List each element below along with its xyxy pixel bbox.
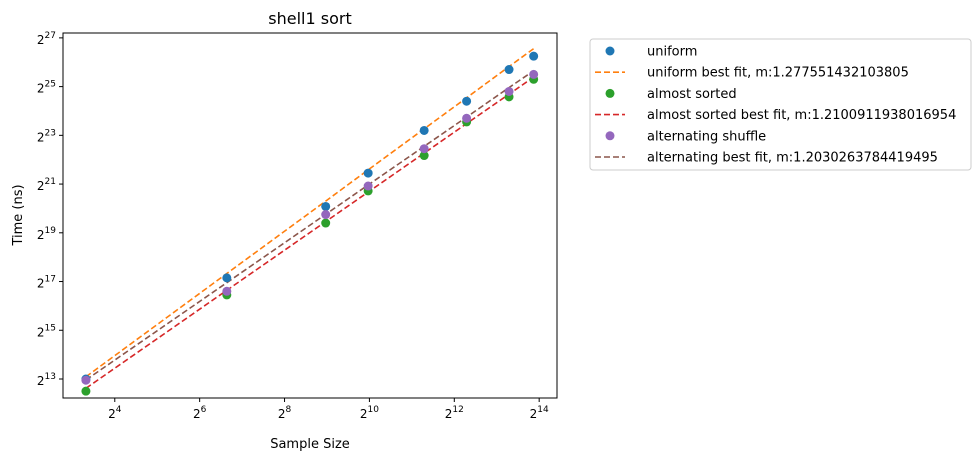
data-point-alternating (462, 113, 472, 123)
y-tick-exponent: 17 (45, 275, 56, 285)
legend-label: uniform (647, 45, 697, 60)
y-tick-exponent: 15 (45, 323, 56, 333)
data-point-alternating (363, 181, 373, 191)
data-point-uniform (363, 168, 373, 178)
x-tick-exponent: 14 (537, 405, 549, 415)
x-tick-base: 2 (360, 407, 368, 421)
data-point-alternating (504, 86, 514, 96)
y-tick-base: 2 (37, 277, 45, 291)
x-tick-label: 214 (530, 405, 549, 421)
y-tick-base: 2 (37, 130, 45, 144)
y-tick-label: 227 (37, 31, 56, 47)
y-tick-base: 2 (37, 82, 45, 96)
y-tick-label: 221 (37, 177, 56, 193)
x-tick-exponent: 6 (201, 405, 207, 415)
data-point-uniform (321, 201, 331, 211)
data-point-uniform (419, 125, 429, 135)
x-axis-label: Sample Size (270, 437, 350, 452)
y-tick-label: 215 (37, 323, 56, 339)
legend-box (589, 38, 972, 171)
y-tick-exponent: 27 (45, 31, 56, 41)
y-tick-label: 225 (37, 80, 56, 96)
data-point-uniform (462, 96, 472, 106)
data-point-alternating (529, 69, 539, 79)
y-tick-exponent: 19 (45, 226, 57, 236)
x-tick-exponent: 4 (116, 405, 122, 415)
data-point-alternating (321, 210, 331, 220)
y-tick-base: 2 (37, 228, 45, 242)
y-tick-exponent: 21 (45, 177, 56, 187)
y-tick-label: 219 (37, 226, 56, 242)
y-tick-base: 2 (37, 179, 45, 193)
y-tick-label: 217 (37, 275, 56, 291)
x-tick-base: 2 (193, 407, 201, 421)
y-tick-base: 2 (37, 374, 45, 388)
legend-label: uniform best fit, m:1.277551432103805 (647, 66, 909, 81)
legend-label: alternating shuffle (647, 129, 766, 144)
x-tick-exponent: 8 (285, 405, 291, 415)
plot-frame (62, 32, 558, 399)
y-tick-base: 2 (37, 325, 45, 339)
data-point-almost (419, 151, 429, 161)
y-axis-label: Time (ns) (11, 184, 26, 246)
y-tick-label: 223 (37, 128, 56, 144)
x-tick-base: 2 (530, 407, 538, 421)
legend-dot-marker (605, 46, 615, 56)
data-point-uniform (529, 51, 539, 61)
legend-label: almost sorted (647, 87, 737, 102)
data-points (81, 51, 539, 396)
legend: uniform uniform best fit, m:1.27755143210… (589, 38, 972, 171)
data-point-uniform (222, 273, 232, 283)
legend-dot-marker (605, 131, 615, 141)
y-tick-label: 213 (37, 372, 56, 388)
chart-title: shell1 sort (268, 9, 351, 28)
x-tick-label: 212 (445, 405, 464, 421)
y-tick-base: 2 (37, 33, 45, 47)
fit-line-almost (85, 76, 535, 389)
data-point-alternating (419, 144, 429, 154)
data-point-uniform (504, 65, 514, 75)
x-tick-label: 26 (193, 405, 207, 421)
x-tick-base: 2 (278, 407, 286, 421)
data-point-almost (321, 218, 331, 228)
x-tick-exponent: 10 (368, 405, 380, 415)
y-tick-exponent: 13 (45, 372, 56, 382)
legend-label: almost sorted best fit, m:1.210091193801… (647, 108, 956, 123)
data-point-almost (81, 386, 91, 396)
data-point-alternating (222, 286, 232, 296)
fit-line-alternating (85, 70, 535, 381)
legend-dot-marker (605, 88, 615, 98)
legend-label: alternating best fit, m:1.20302637844194… (647, 151, 938, 166)
x-tick-label: 28 (278, 405, 292, 421)
x-tick-label: 210 (360, 405, 379, 421)
data-point-alternating (81, 375, 91, 385)
y-tick-exponent: 23 (45, 128, 56, 138)
fit-line-uniform (85, 47, 535, 378)
best-fit-lines (85, 47, 535, 389)
x-tick-label: 24 (108, 405, 122, 421)
x-tick-base: 2 (445, 407, 453, 421)
x-tick-exponent: 12 (452, 405, 463, 415)
y-tick-exponent: 25 (45, 80, 56, 90)
x-tick-base: 2 (108, 407, 116, 421)
